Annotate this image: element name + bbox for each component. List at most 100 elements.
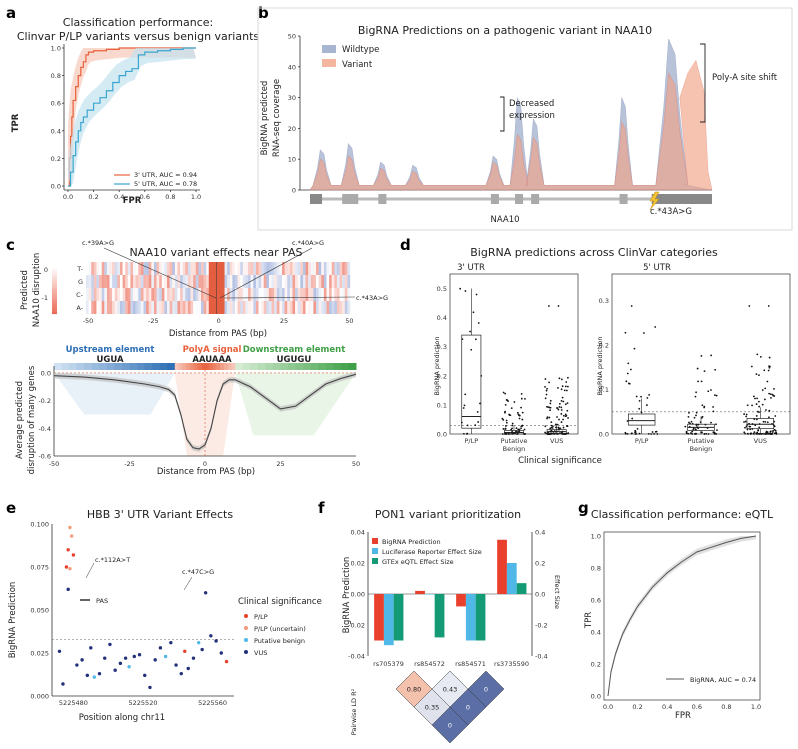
panel-d-point <box>715 433 717 435</box>
panel-c-heat-cell <box>114 262 118 275</box>
panel-f: PON1 variant prioritization -0.04 -0.02 0.… <box>342 508 561 744</box>
panel-d-point <box>560 421 563 423</box>
panel-c-heat-cell <box>274 288 278 301</box>
panel-d-point <box>557 408 560 411</box>
panel-c-heat-cell <box>329 275 332 288</box>
panel-e-point <box>127 665 131 669</box>
panel-c-heat-cell <box>268 301 272 314</box>
panel-c-xtick: -25 <box>148 317 159 325</box>
panel-c-element-bar-seg <box>223 363 229 370</box>
panel-d-ylabel-2: BigRNA prediction <box>596 337 604 396</box>
panel-d-point <box>710 354 713 357</box>
panel-d-point <box>624 432 627 435</box>
panel-g-ytick: 0.8 <box>591 565 601 573</box>
panel-d-box <box>627 413 656 426</box>
panel-c-colorbar-cell <box>52 309 57 312</box>
panel-c-heat-cell <box>240 288 244 301</box>
panel-d-point <box>633 347 636 350</box>
panel-d-point <box>546 416 549 419</box>
panel-d-point <box>547 305 550 307</box>
panel-f-legend-label: BigRNA Prediction <box>382 538 441 546</box>
panel-c-heat-cell <box>258 262 262 275</box>
panel-c-xtick: -50 <box>49 460 60 468</box>
panel-b-gene-exon <box>651 194 712 204</box>
panel-c-colorbar-cell <box>52 270 57 274</box>
panel-a-xtick: 0.8 <box>165 193 175 201</box>
panel-c-pointer-40 <box>219 247 313 299</box>
panel-c-heat-cell <box>185 288 189 301</box>
panel-c-heat-cell <box>292 262 296 275</box>
panel-d-point <box>743 413 746 415</box>
panel-e-xtick: 5225520 <box>129 699 158 707</box>
panel-d-point <box>746 428 749 431</box>
panel-f-y2label: Effect Size <box>553 575 561 609</box>
panel-d-point <box>564 385 567 388</box>
panel-c-bottom-ylabel-2: disruption of many genes <box>27 365 37 474</box>
panel-a-plot: 0.0 0.2 0.4 0.6 0.8 1.0 0.0 0.2 0.4 0.6 0.8 1.0 <box>51 44 201 201</box>
panel-c-heat-cell <box>237 301 241 314</box>
panel-d-point <box>563 389 566 392</box>
panel-d-point <box>520 406 522 409</box>
panel-d-point <box>638 407 641 410</box>
panel-c-heat-cell <box>195 262 199 275</box>
panel-c-heat-cell <box>308 275 311 288</box>
panel-d-xlabel: Clinical significance <box>518 456 602 466</box>
panel-c-heat-cell <box>127 275 131 288</box>
panel-c-heat-cell <box>104 262 108 275</box>
panel-d-point <box>767 305 770 307</box>
panel-label-b: b <box>258 4 269 22</box>
panel-f-legend: BigRNA Prediction Luciferase Reporter Eff… <box>372 538 482 566</box>
panel-c-heat-cell <box>248 275 251 288</box>
panel-f-y2tick: 0.0 <box>535 591 545 599</box>
panel-c-heat-cell <box>146 262 149 275</box>
panel-d-point <box>630 368 632 371</box>
panel-c-heat-cell <box>156 262 160 275</box>
panel-c-variant-43: c.*43A>G <box>356 294 388 302</box>
panel-f-bar <box>497 539 507 594</box>
panel-d-point <box>521 418 524 421</box>
panel-d-point <box>650 433 653 435</box>
panel-c-heat-cell <box>232 262 236 275</box>
panel-d-point <box>511 424 514 427</box>
panel-c-variant-39: c.*39A>G <box>82 239 114 247</box>
panel-f-xtick: rs854572 <box>414 660 445 668</box>
panel-c-heat-cell <box>224 275 228 288</box>
panel-d-point <box>627 362 630 365</box>
panel-d-point <box>472 311 475 314</box>
panel-d-xtick: VUS <box>550 437 563 445</box>
panel-e-point <box>66 548 70 552</box>
panel-d-ytick: 0.2 <box>437 372 447 380</box>
panel-d-point <box>511 427 513 430</box>
panel-a-xtick: 0.0 <box>63 193 73 201</box>
panel-d-point <box>505 419 508 422</box>
panel-c-heat-cell <box>140 275 144 288</box>
panel-d-point <box>769 393 772 396</box>
panel-c-heat-cell <box>334 301 338 314</box>
panel-c-avg-line <box>53 373 357 450</box>
panel-c-heat-cell <box>339 301 343 314</box>
panel-f-xtick: rs3735590 <box>494 660 529 668</box>
panel-c-heat-cell <box>193 262 196 275</box>
panel-c-heat-cell <box>344 262 348 275</box>
panel-d-point <box>630 432 633 435</box>
panel-c-heat-cell <box>91 301 95 314</box>
panel-c-heat-cell <box>148 288 152 301</box>
panel-c-heat-cell <box>245 262 249 275</box>
panel-e-point <box>123 656 128 660</box>
panel-d-point <box>545 389 548 392</box>
panel-c-heat-cell <box>292 275 296 288</box>
panel-d-ytick: 0.1 <box>437 401 447 409</box>
panel-c-heat-cell <box>329 301 332 314</box>
panel-d-point <box>768 416 770 419</box>
panel-e-point <box>71 553 76 557</box>
panel-c-heat-cell <box>91 275 95 288</box>
panel-b-plot: 0 10 20 30 40 50 <box>288 33 713 204</box>
panel-c-heat-cell <box>308 301 311 314</box>
panel-a-xtick: 1.0 <box>191 193 201 201</box>
panel-d-point <box>750 365 753 368</box>
panel-c-element-bar-seg <box>303 363 312 370</box>
panel-f-y2tick: 0.4 <box>535 529 545 537</box>
panel-c-element-bar-seg <box>227 363 232 370</box>
panel-d-point <box>524 397 526 400</box>
panel-d-point <box>567 376 569 379</box>
